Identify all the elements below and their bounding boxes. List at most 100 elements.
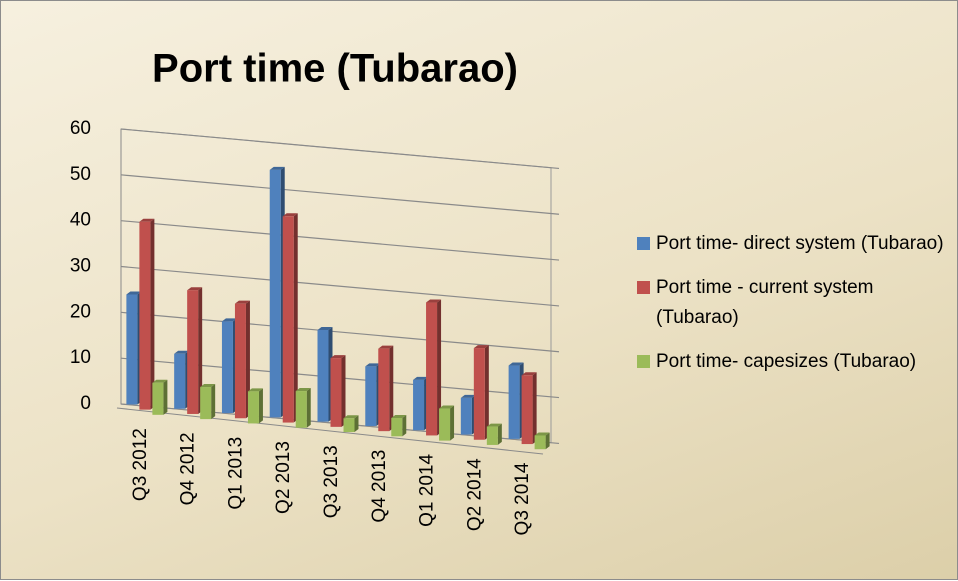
bar-top	[473, 345, 489, 349]
bar	[460, 397, 472, 435]
y-tick-label: 60	[70, 118, 91, 139]
bar-top	[521, 372, 537, 376]
bar-top	[126, 291, 142, 295]
bar-top	[391, 414, 407, 418]
legend-label: Port time - current system (Tubarao)	[656, 277, 874, 328]
legend-swatch	[637, 281, 650, 294]
bar-top	[413, 376, 429, 380]
bar-top	[295, 388, 311, 392]
bar-top	[343, 415, 359, 419]
bar-side	[293, 213, 298, 423]
x-tick-label: Q4 2013	[369, 450, 390, 523]
legend: Port time- direct system (Tubarao) Port t…	[637, 229, 957, 391]
bar-top	[426, 299, 442, 303]
bar	[343, 418, 355, 433]
bar	[508, 365, 520, 439]
bar	[187, 290, 199, 414]
bar-top	[439, 405, 455, 409]
bar-top	[534, 432, 550, 436]
bar-side	[354, 415, 359, 433]
bar-top	[378, 345, 394, 349]
legend-entry: Port time- direct system (Tubarao)	[637, 229, 957, 259]
legend-entry: Port time- capesizes (Tubarao)	[637, 347, 957, 377]
bar	[439, 408, 451, 441]
bar	[365, 366, 377, 426]
floor-edge	[116, 407, 544, 455]
bar	[269, 169, 281, 418]
legend-swatch	[637, 237, 650, 250]
y-tick-label: 30	[70, 256, 91, 277]
bar	[534, 435, 546, 450]
x-tick-label: Q3 2013	[321, 445, 342, 518]
bar-side	[484, 345, 489, 440]
bar	[174, 353, 186, 409]
bar	[521, 375, 533, 445]
y-tick-label: 40	[70, 210, 91, 231]
bar-top	[269, 166, 285, 170]
bar-top	[486, 423, 502, 427]
bar-side	[306, 388, 311, 428]
x-tick-label: Q2 2013	[273, 441, 294, 514]
bar	[126, 294, 138, 405]
grid-line	[120, 128, 560, 170]
bar-side	[245, 300, 250, 419]
bar-side	[150, 218, 155, 410]
bar-side	[497, 423, 502, 445]
bar-top	[247, 388, 263, 392]
legend-swatch	[637, 355, 650, 368]
bar-top	[139, 218, 155, 222]
bar	[330, 358, 342, 427]
bar-side	[437, 299, 442, 436]
bar	[282, 216, 294, 423]
bar-top	[460, 394, 476, 398]
legend-label: Port time- capesizes (Tubarao)	[656, 351, 917, 372]
bar-side	[450, 405, 455, 441]
x-tick-label: Q3 2012	[130, 428, 151, 501]
grid-line	[120, 311, 560, 353]
bar-side	[163, 379, 168, 415]
bar	[152, 382, 164, 415]
chart-title: Port time (Tubarao)	[152, 47, 518, 91]
bar-side	[198, 287, 203, 414]
y-tick-label: 50	[70, 164, 91, 185]
bar	[391, 417, 403, 437]
bar	[234, 303, 246, 419]
bar	[139, 221, 151, 410]
y-tick-label: 20	[70, 301, 91, 322]
grid-line	[120, 174, 560, 215]
bar-side	[402, 414, 407, 437]
x-tick-label: Q4 2012	[178, 432, 199, 505]
bar-top	[508, 362, 524, 366]
bar-top	[221, 318, 237, 322]
legend-label: Port time- direct system (Tubarao)	[656, 233, 944, 254]
bar	[426, 302, 438, 436]
bar-top	[187, 287, 203, 291]
bar-top	[330, 355, 346, 359]
bar-top	[200, 384, 216, 388]
bar	[200, 387, 212, 420]
y-tick-label: 0	[80, 393, 91, 414]
bar-top	[317, 327, 333, 331]
bar-side	[532, 372, 537, 445]
x-tick-label: Q2 2014	[464, 458, 485, 531]
bar	[486, 426, 498, 445]
bar-side	[211, 384, 216, 420]
bar	[317, 330, 329, 422]
x-tick-label: Q1 2014	[417, 454, 438, 527]
bar	[413, 379, 425, 431]
bar-side	[545, 432, 550, 450]
bar-side	[389, 345, 394, 432]
bar	[473, 348, 485, 440]
grid-line	[120, 265, 560, 307]
bar-top	[152, 379, 168, 383]
bar	[247, 391, 259, 424]
bar	[295, 391, 307, 428]
x-tick-label: Q3 2014	[512, 462, 533, 535]
bar-side	[258, 388, 263, 424]
bar	[221, 321, 233, 414]
x-tick-label: Q1 2013	[225, 437, 246, 510]
bar-side	[341, 355, 346, 427]
bar-top	[174, 350, 190, 354]
